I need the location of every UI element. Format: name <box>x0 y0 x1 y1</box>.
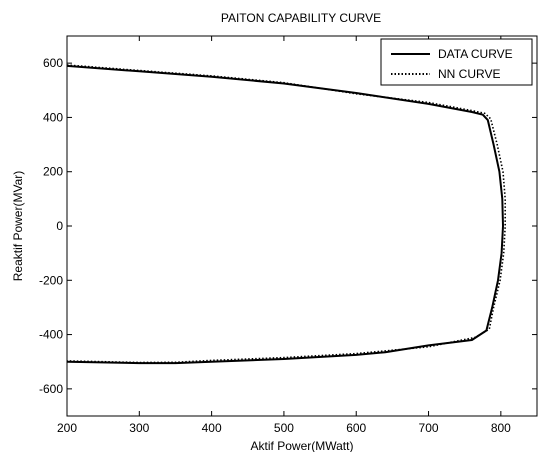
y-tick-label: -200 <box>39 273 63 287</box>
y-tick-label: 200 <box>43 165 63 179</box>
x-tick-label: 300 <box>129 421 149 435</box>
chart-title: PAITON CAPABILITY CURVE <box>221 11 381 25</box>
series-lines <box>66 64 507 365</box>
x-tick-label: 500 <box>274 421 294 435</box>
y-axis-label: Reaktif Power(MVar) <box>11 171 25 281</box>
series-line-data-curve <box>66 64 504 365</box>
y-tick-label: 600 <box>43 56 63 70</box>
x-axis-label: Aktif Power(MWatt) <box>251 439 354 452</box>
y-tick-label: 0 <box>56 219 63 233</box>
legend-box <box>380 38 533 86</box>
legend-label-data-curve: DATA CURVE <box>438 47 513 61</box>
y-tick-label: -400 <box>39 328 63 342</box>
plot-frame <box>66 35 538 417</box>
y-tick-label: 400 <box>43 110 63 124</box>
x-tick-label: 700 <box>419 421 439 435</box>
axis-ticks: 200 300 400 500 600 700 800 -600 -400 -200 0 200 400… <box>39 36 537 435</box>
legend: DATA CURVE NN CURVE <box>380 38 533 86</box>
legend-label-nn-curve: NN CURVE <box>438 67 500 81</box>
x-tick-label: 200 <box>57 421 77 435</box>
x-tick-label: 800 <box>491 421 511 435</box>
x-tick-label: 600 <box>346 421 366 435</box>
series-line-nn-curve <box>66 64 507 364</box>
x-tick-label: 400 <box>202 421 222 435</box>
y-tick-label: -600 <box>39 382 63 396</box>
